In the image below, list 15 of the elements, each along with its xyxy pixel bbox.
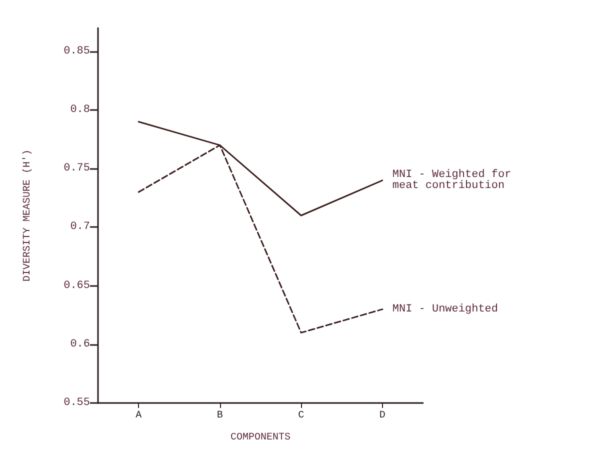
y-tick-label: 0.8: [70, 104, 90, 116]
series-label: MNI - Unweighted: [392, 303, 498, 316]
y-tick-label: 0.75: [64, 162, 90, 175]
x-axis-title: COMPONENTS: [230, 432, 291, 444]
y-tick-label: 0.55: [64, 397, 90, 409]
y-tick-label: 0.65: [64, 280, 90, 292]
series-label: MNI - Weighted for meat contribution: [392, 168, 518, 192]
x-tick-label: B: [216, 410, 223, 422]
y-tick-label: 0.85: [64, 45, 90, 58]
x-tick-label: D: [379, 410, 386, 422]
y-tick-label: 0.7: [70, 221, 90, 234]
x-tick-label: A: [136, 410, 142, 422]
y-axis-title: DIVERSITY MEASURE (H'): [22, 149, 34, 282]
y-tick-label: 0.6: [70, 338, 90, 350]
x-tick-label: C: [298, 410, 304, 422]
